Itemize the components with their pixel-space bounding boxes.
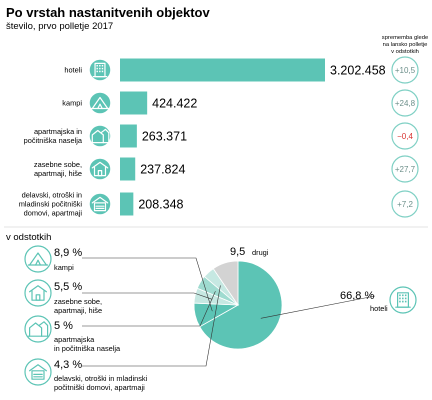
bar: [120, 91, 148, 115]
bar-value-label: 263.371: [142, 130, 187, 144]
leader-line: [82, 257, 213, 312]
pie-name-label: počitniški domovi, apartmaji: [54, 383, 145, 392]
pie-slice: [199, 260, 283, 350]
bar-category-label: počitniška naselja: [24, 136, 83, 145]
change-circle: [391, 89, 419, 117]
bar-category-label: delavski, otroški in: [22, 191, 82, 200]
change-value-label: +7,2: [397, 200, 413, 209]
hotel-icon: [92, 62, 108, 78]
leader-line: [82, 285, 221, 367]
pie-label: 5,5 % zasebne sobe,apartmaji, hiše: [24, 279, 102, 315]
bar-value-label: 424.422: [152, 97, 197, 111]
change-circle: [391, 56, 419, 84]
bar-category-label: kampi: [62, 99, 82, 108]
bar-icon-circle: [88, 192, 112, 216]
private-rooms-icon: [29, 285, 48, 301]
change-circle: [391, 190, 419, 218]
change-column-header: na lansko polletje: [383, 42, 428, 48]
pie-label-drugi: 9,5 drugi: [230, 246, 269, 258]
pie-percent-label: 5 %: [54, 320, 73, 332]
pie-name-label: apartmajska: [54, 335, 95, 344]
pie-icon-circle: [24, 358, 52, 386]
change-value-label: +27,7: [395, 165, 416, 174]
pie-percent-label: 8,9 %: [54, 247, 82, 259]
page-title: Po vrstah nastanitvenih objektov: [6, 5, 210, 20]
bar-row: zasebne sobe,apartmaji, hiše 237.824 +27,7: [34, 155, 419, 183]
pie-section-label: v odstotkih: [6, 232, 51, 243]
pie-name-label: hoteli: [370, 304, 388, 313]
change-value-label: +24,8: [395, 99, 416, 108]
bar-icon-circle: [88, 91, 112, 115]
bar-icon-circle: [88, 58, 112, 82]
leader-line: [82, 292, 213, 300]
pie-chart: [193, 260, 283, 350]
change-value-label: +10,5: [395, 66, 416, 75]
pie-slice: [212, 260, 239, 307]
bar-value-label: 3.202.458: [330, 64, 386, 78]
bar-value-label: 237.824: [140, 163, 185, 177]
bar-value-label: 208.348: [138, 198, 183, 212]
bar-row: hoteli 3.202.458 +10,5: [64, 56, 419, 84]
pie-percent-label: 5,5 %: [54, 281, 82, 293]
pie-percent-label: 66,8 %: [340, 290, 374, 302]
bar-category-label: mladinski počitniški: [19, 200, 83, 209]
pie-icon-circle: [389, 286, 417, 314]
bar: [120, 58, 325, 82]
bar-icon-circle: [88, 157, 112, 181]
leader-line: [82, 291, 216, 327]
hostel-icon: [91, 196, 109, 212]
leader-line: [260, 295, 376, 319]
hotel-icon: [395, 292, 411, 308]
pie-percent-label: 9,5: [230, 246, 245, 258]
camp-icon: [90, 96, 110, 110]
change-circle: [391, 155, 419, 183]
pie-name-label: apartmaji, hiše: [54, 306, 102, 315]
change-column-header: sprememba glede: [382, 35, 428, 41]
bar-row: kampi 424.422 +24,8: [62, 89, 419, 117]
private-rooms-icon: [91, 161, 109, 177]
pie-name-label: zasebne sobe,: [54, 297, 102, 306]
bar: [120, 124, 137, 148]
pie-icon-circle: [24, 245, 52, 273]
pie-leaders: [82, 257, 376, 367]
bar-category-label: apartmajska in: [34, 127, 82, 136]
bar-category-label: domovi, apartmaji: [24, 209, 83, 218]
hostel-icon: [29, 364, 48, 380]
pie-label-hoteli: 66,8 % hoteli: [340, 286, 417, 314]
camp-icon: [27, 252, 49, 266]
pie-name-label: in počitniška naselja: [54, 344, 121, 353]
pie-name-label: kampi: [54, 263, 74, 272]
holiday-village-icon: [27, 321, 49, 337]
change-value-label: −0,4: [397, 132, 413, 141]
bar-category-label: hoteli: [64, 66, 82, 75]
bar: [120, 157, 136, 181]
pie-label: 8,9 % kampi: [24, 245, 82, 273]
bar: [120, 192, 134, 216]
pie-name-label: drugi: [252, 248, 269, 257]
holiday-village-icon: [90, 128, 110, 144]
pie-label: 4,3 % delavski, otroški in mladinskipočit…: [24, 358, 148, 392]
change-column-header: v odstotkih: [391, 49, 419, 55]
pie-name-label: delavski, otroški in mladinski: [54, 374, 148, 383]
bar-category-label: apartmaji, hiše: [34, 169, 82, 178]
pie-icon-circle: [24, 279, 52, 307]
page-subtitle: število, prvo polletje 2017: [6, 21, 113, 32]
bar-category-label: zasebne sobe,: [34, 160, 82, 169]
bar-icon-circle: [88, 124, 112, 148]
bar-chart: hoteli 3.202.458 +10,5 kampi 424.422 +24,8 apa…: [19, 56, 419, 218]
change-circle: [391, 122, 419, 150]
pie-percent-label: 4,3 %: [54, 359, 82, 371]
